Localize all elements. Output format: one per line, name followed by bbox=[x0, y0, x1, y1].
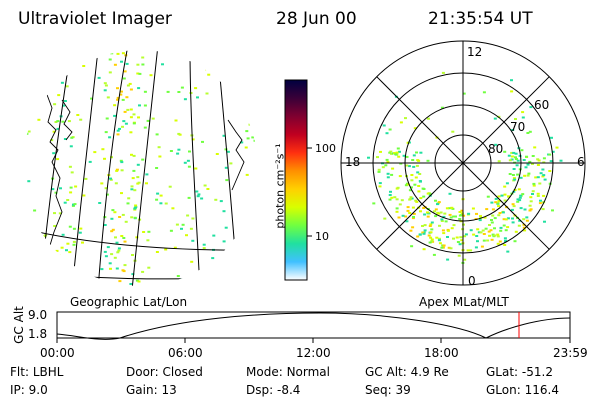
glon-value: 116.4 bbox=[524, 383, 559, 397]
polar-grid bbox=[340, 40, 586, 286]
gcalt-row: GC Alt: 4.9 Re bbox=[365, 366, 449, 378]
altitude-xtick-0600: 06:00 bbox=[168, 346, 203, 360]
gain-label: Gain: bbox=[126, 383, 158, 397]
gain-value: 13 bbox=[161, 383, 177, 397]
door-row: Door: Closed bbox=[126, 366, 203, 378]
seq-value: 39 bbox=[395, 383, 411, 397]
colorbar-tick-label-100: 100 bbox=[315, 142, 336, 155]
mlat-label-60: 60 bbox=[534, 98, 550, 112]
dsp-value: -8.4 bbox=[276, 383, 301, 397]
glon-label: GLon: bbox=[486, 383, 521, 397]
flt-row: Flt: LBHL bbox=[10, 366, 63, 378]
colorbar-gradient bbox=[284, 79, 308, 281]
door-label: Door: bbox=[126, 365, 159, 379]
seq-row: Seq: 39 bbox=[365, 384, 411, 396]
geographic-image-panel bbox=[22, 50, 258, 286]
mlat-label-80: 80 bbox=[488, 142, 504, 156]
mlt-label-12: 12 bbox=[467, 45, 483, 59]
apex-caption: Apex MLat/MLT bbox=[419, 295, 509, 309]
glat-value: -51.2 bbox=[521, 365, 553, 379]
altitude-ytick-high: 9.0 bbox=[28, 308, 48, 322]
date-label: 28 Jun 00 bbox=[276, 9, 357, 29]
ip-row: IP: 9.0 bbox=[10, 384, 48, 396]
flt-value: LBHL bbox=[32, 365, 64, 379]
altitude-xtick-2359: 23:59 bbox=[553, 346, 588, 360]
mode-label: Mode: bbox=[246, 365, 283, 379]
altitude-xtick-1800: 18:00 bbox=[424, 346, 459, 360]
glon-row: GLon: 116.4 bbox=[486, 384, 559, 396]
altitude-x-ticks bbox=[56, 338, 571, 343]
gcalt-label: GC Alt: bbox=[365, 365, 407, 379]
altitude-ytick-low: 1.8 bbox=[28, 327, 48, 341]
door-value: Closed bbox=[162, 365, 203, 379]
altitude-xtick-1200: 12:00 bbox=[296, 346, 331, 360]
colorbar-unit-label: photon cm⁻²s⁻¹ bbox=[273, 143, 287, 229]
polar-meridian-diagonal-2 bbox=[376, 76, 550, 250]
altitude-curve bbox=[56, 312, 571, 340]
ip-label: IP: bbox=[10, 383, 25, 397]
mlt-label-0: 0 bbox=[468, 274, 476, 288]
colorbar-tick-label-10: 10 bbox=[315, 230, 329, 243]
glat-label: GLat: bbox=[486, 365, 519, 379]
mode-row: Mode: Normal bbox=[246, 366, 330, 378]
ip-value: 9.0 bbox=[28, 383, 48, 397]
polar-mlat-mlt-panel bbox=[340, 40, 586, 286]
flt-label: Flt: bbox=[10, 365, 29, 379]
mlt-label-6: 6 bbox=[577, 155, 585, 169]
altitude-ylabel: GC Alt bbox=[12, 306, 26, 344]
seq-label: Seq: bbox=[365, 383, 392, 397]
geographic-caption: Geographic Lat/Lon bbox=[70, 295, 188, 309]
instrument-title: Ultraviolet Imager bbox=[18, 9, 172, 29]
dsp-row: Dsp: -8.4 bbox=[246, 384, 300, 396]
dsp-label: Dsp: bbox=[246, 383, 274, 397]
time-label: 21:35:54 UT bbox=[428, 9, 533, 29]
altitude-xtick-0000: 00:00 bbox=[40, 346, 75, 360]
gcalt-value: 4.9 Re bbox=[410, 365, 449, 379]
mode-value: Normal bbox=[286, 365, 330, 379]
gain-row: Gain: 13 bbox=[126, 384, 177, 396]
mlt-label-18: 18 bbox=[345, 155, 361, 169]
altitude-plot bbox=[56, 311, 571, 343]
colorbar bbox=[284, 79, 312, 281]
glat-row: GLat: -51.2 bbox=[486, 366, 553, 378]
mlat-label-70: 70 bbox=[510, 120, 526, 134]
